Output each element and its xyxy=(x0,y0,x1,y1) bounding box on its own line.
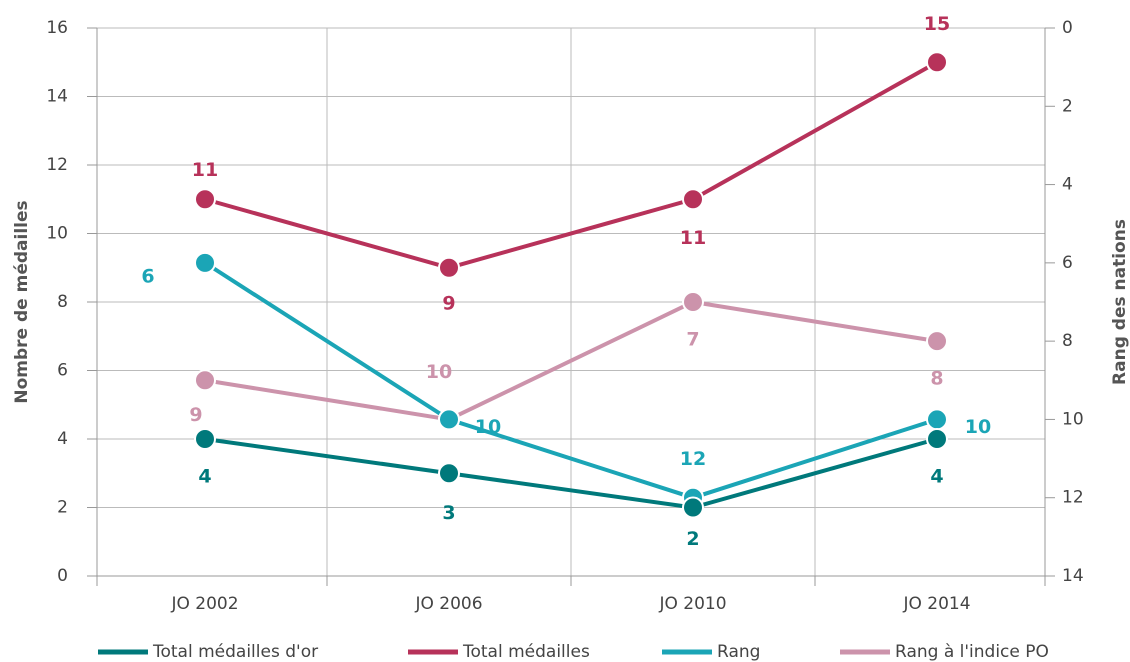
point xyxy=(682,291,704,313)
point xyxy=(926,428,948,450)
y-tick-label: 12 xyxy=(46,155,68,175)
value-label: 9 xyxy=(189,404,202,426)
point xyxy=(194,428,216,450)
y-tick-label: 2 xyxy=(57,498,68,518)
value-label: 10 xyxy=(426,361,452,383)
value-label: 15 xyxy=(924,13,950,35)
y-tick-label: 10 xyxy=(46,224,68,244)
value-label: 11 xyxy=(680,227,706,249)
point xyxy=(926,408,948,431)
value-label: 7 xyxy=(686,329,699,351)
legend-label: Total médailles d'or xyxy=(152,642,318,662)
x-tick-label: JO 2006 xyxy=(414,594,482,614)
series-line xyxy=(204,299,938,422)
y2-axis-title: Rang des nations xyxy=(1110,219,1130,385)
series-line xyxy=(203,261,938,500)
y-axis-title: Nombre de médailles xyxy=(12,200,32,403)
y-tick-label: 8 xyxy=(57,292,68,312)
y2-tick-label: 14 xyxy=(1062,566,1084,586)
y2-tick-label: 10 xyxy=(1062,409,1084,429)
y-tick-label: 6 xyxy=(57,361,68,381)
point xyxy=(194,369,216,392)
point xyxy=(194,188,216,211)
value-label: 11 xyxy=(192,159,218,181)
y2-tick-label: 12 xyxy=(1062,488,1084,508)
y2-tick-label: 0 xyxy=(1062,18,1073,38)
point xyxy=(926,330,948,353)
value-label: 4 xyxy=(198,466,211,488)
y2-tick-label: 2 xyxy=(1062,96,1073,116)
value-label: 6 xyxy=(141,265,154,287)
point xyxy=(438,256,460,279)
legend-label: Rang xyxy=(717,642,760,662)
y-tick-label: 4 xyxy=(57,429,68,449)
point xyxy=(682,188,704,211)
x-tick-label: JO 2010 xyxy=(658,594,726,614)
value-label: 10 xyxy=(475,416,501,438)
y-tick-label: 14 xyxy=(46,87,68,107)
value-label: 10 xyxy=(965,416,991,438)
y-tick-label: 0 xyxy=(57,566,68,586)
value-label: 4 xyxy=(930,466,943,488)
x-tick-label: JO 2002 xyxy=(170,594,238,614)
point xyxy=(194,251,216,274)
point xyxy=(438,462,460,485)
point xyxy=(438,408,460,431)
point xyxy=(926,51,948,74)
value-label: 2 xyxy=(686,528,699,550)
legend-label: Rang à l'indice PO xyxy=(895,642,1049,662)
series-line xyxy=(204,60,938,270)
point xyxy=(682,496,704,519)
value-label: 12 xyxy=(680,448,706,470)
y2-tick-label: 8 xyxy=(1062,331,1073,351)
value-label: 8 xyxy=(930,368,943,390)
series-line xyxy=(204,437,938,510)
value-label: 3 xyxy=(442,502,455,524)
y2-tick-label: 6 xyxy=(1062,253,1073,273)
x-tick-label: JO 2014 xyxy=(902,594,970,614)
y2-tick-label: 4 xyxy=(1062,175,1073,195)
legend-label: Total médailles xyxy=(462,642,590,662)
value-label: 9 xyxy=(442,292,455,314)
y-tick-label: 16 xyxy=(46,18,68,38)
